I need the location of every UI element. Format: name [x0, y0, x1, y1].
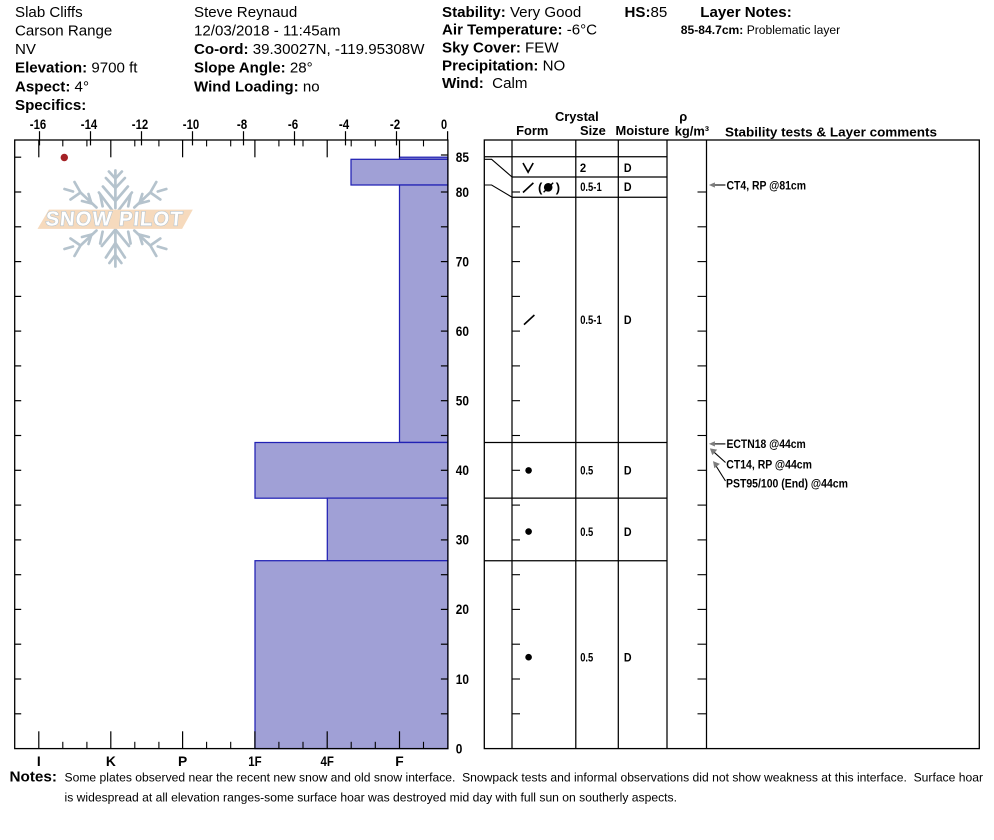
svg-text:60: 60	[456, 324, 469, 339]
svg-text:I: I	[37, 754, 41, 769]
svg-text:-4: -4	[339, 117, 350, 132]
svg-text:0.5: 0.5	[580, 650, 593, 664]
svg-text:0.5: 0.5	[580, 525, 593, 539]
svg-text:Stability: Very Good: Stability: Very Good	[442, 4, 581, 21]
svg-text:Aspect: 4°: Aspect: 4°	[15, 78, 89, 95]
svg-text:Moisture: Moisture	[616, 123, 670, 138]
svg-text:kg/m³: kg/m³	[675, 124, 710, 139]
svg-text:Sky Cover: FEW: Sky Cover: FEW	[442, 40, 559, 57]
svg-text:Carson Range: Carson Range	[15, 23, 112, 40]
svg-text:-8: -8	[237, 117, 248, 132]
svg-text:-6: -6	[288, 117, 299, 132]
svg-text:0: 0	[441, 117, 447, 132]
svg-text:0.5-1: 0.5-1	[580, 180, 602, 194]
svg-text:40: 40	[456, 463, 469, 478]
svg-text:0.5: 0.5	[580, 464, 593, 478]
svg-text:85: 85	[456, 150, 469, 165]
svg-text:Stability tests & Layer commen: Stability tests & Layer comments	[725, 125, 937, 140]
svg-text:): )	[556, 180, 560, 195]
svg-text:NV: NV	[15, 41, 36, 58]
svg-text:Elevation: 9700 ft: Elevation: 9700 ft	[15, 60, 138, 77]
svg-text:CT4, RP @81cm: CT4, RP @81cm	[727, 178, 807, 192]
svg-text:ρ: ρ	[679, 109, 687, 124]
svg-text:-2: -2	[390, 117, 401, 132]
svg-text:is widespread at all elevation: is widespread at all elevation ranges-so…	[65, 790, 678, 804]
svg-text:Precipitation: NO: Precipitation: NO	[442, 57, 566, 74]
svg-text:-12: -12	[132, 117, 149, 132]
svg-text:Layer Notes:: Layer Notes:	[700, 4, 791, 21]
svg-text:80: 80	[456, 185, 469, 200]
svg-text:Air Temperature: -6°C: Air Temperature: -6°C	[442, 22, 597, 39]
svg-text:Slab Cliffs: Slab Cliffs	[15, 4, 83, 21]
svg-text:30: 30	[456, 533, 469, 548]
svg-text:70: 70	[456, 254, 469, 269]
svg-text:ECTN18 @44cm: ECTN18 @44cm	[727, 437, 806, 451]
svg-text:HS:85: HS:85	[625, 4, 668, 21]
svg-text:D: D	[624, 464, 632, 478]
svg-text:(: (	[538, 180, 543, 195]
svg-text:Size: Size	[580, 123, 606, 138]
svg-text:Some plates observed near the: Some plates observed near the recent new…	[65, 770, 984, 784]
svg-text:1F: 1F	[248, 754, 261, 769]
svg-text:-10: -10	[183, 117, 200, 132]
svg-text:-16: -16	[30, 117, 47, 132]
svg-text:Notes:: Notes:	[10, 769, 58, 785]
svg-text:D: D	[624, 180, 632, 194]
svg-text:P: P	[178, 754, 187, 769]
svg-text:F: F	[395, 754, 403, 769]
svg-text:2: 2	[580, 161, 586, 175]
svg-text:85-84.7cm: Problematic layer: 85-84.7cm: Problematic layer	[681, 23, 840, 37]
svg-text:Co-ord: 39.30027N, -119.95308W: Co-ord: 39.30027N, -119.95308W	[194, 41, 425, 58]
svg-text:CT14, RP @44cm: CT14, RP @44cm	[726, 458, 812, 472]
svg-text:4F: 4F	[321, 754, 334, 769]
svg-text:Slope Angle: 28°: Slope Angle: 28°	[194, 60, 313, 77]
svg-text:Steve Reynaud: Steve Reynaud	[194, 4, 297, 21]
svg-text:Wind: Calm: Wind: Calm	[442, 75, 527, 92]
svg-text:D: D	[624, 650, 632, 664]
svg-text:SNOW PILOT: SNOW PILOT	[45, 209, 185, 231]
svg-text:0: 0	[456, 741, 463, 756]
svg-text:-14: -14	[81, 117, 98, 132]
svg-text:Wind Loading: no: Wind Loading: no	[194, 78, 320, 95]
svg-text:D: D	[624, 525, 632, 539]
svg-text:Crystal: Crystal	[555, 109, 599, 124]
svg-text:Specifics:: Specifics:	[15, 97, 86, 114]
svg-text:20: 20	[456, 602, 469, 617]
svg-text:12/03/2018 - 11:45am: 12/03/2018 - 11:45am	[194, 23, 341, 40]
svg-text:PST95/100 (End) @44cm: PST95/100 (End) @44cm	[726, 477, 848, 491]
svg-text:10: 10	[456, 672, 469, 687]
svg-text:K: K	[106, 754, 116, 769]
svg-text:D: D	[624, 313, 632, 327]
svg-text:Form: Form	[516, 123, 548, 138]
svg-text:50: 50	[456, 394, 469, 409]
svg-text:0.5-1: 0.5-1	[580, 313, 602, 327]
svg-text:D: D	[624, 161, 632, 175]
